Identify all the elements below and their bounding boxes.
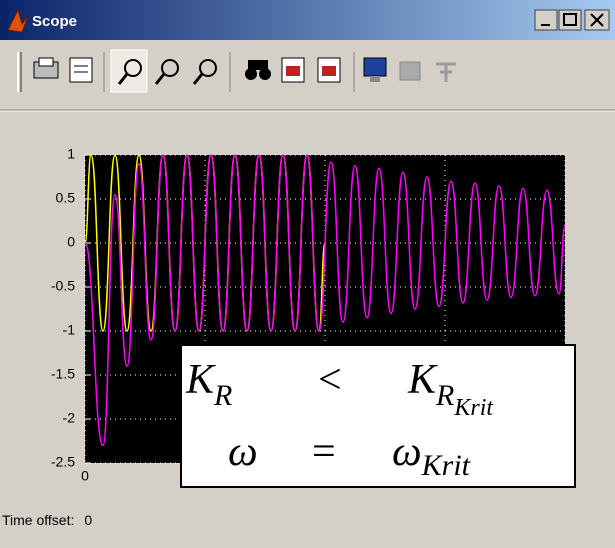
y-tick-label: -2: [63, 410, 76, 426]
scope-window: Scope 10.50-0.5-1-1.5-2-2.502.557.510 KR…: [0, 0, 615, 548]
lock-button: [400, 62, 420, 80]
operator: =: [312, 429, 336, 475]
subscript: Krit: [453, 395, 494, 421]
footer-value: 0: [84, 512, 92, 528]
y-tick-label: 1: [67, 146, 75, 162]
symbol: ω: [228, 429, 258, 475]
subscript: R: [213, 379, 232, 412]
zoom-button[interactable]: [111, 50, 147, 92]
y-tick-label: -1.5: [51, 366, 75, 382]
params-button[interactable]: [70, 58, 92, 82]
y-tick-label: -1: [63, 322, 76, 338]
symbol: K: [407, 357, 438, 403]
operator: <: [318, 357, 342, 403]
y-tick-label: -2.5: [51, 454, 75, 470]
window-title: Scope: [32, 13, 77, 30]
subscript: R: [435, 379, 454, 412]
save-axes-button[interactable]: [282, 58, 304, 82]
footer-label: Time offset:: [2, 512, 74, 528]
restore-axes-button[interactable]: [318, 58, 340, 82]
y-tick-label: -0.5: [51, 278, 75, 294]
x-tick-label: 0: [81, 468, 89, 484]
minimize-button[interactable]: [535, 10, 557, 30]
symbol: K: [185, 357, 216, 403]
symbol: ω: [392, 429, 422, 475]
page: Scope 10.50-0.5-1-1.5-2-2.502.557.510 KR…: [0, 0, 615, 548]
subscript: Krit: [421, 449, 471, 482]
y-tick-label: 0: [67, 234, 75, 250]
window-buttons[interactable]: [535, 10, 609, 30]
annotation: KR<KRKrit ω=ωKrit: [181, 345, 575, 487]
y-tick-label: 0.5: [56, 190, 76, 206]
title-bar: [0, 0, 615, 40]
